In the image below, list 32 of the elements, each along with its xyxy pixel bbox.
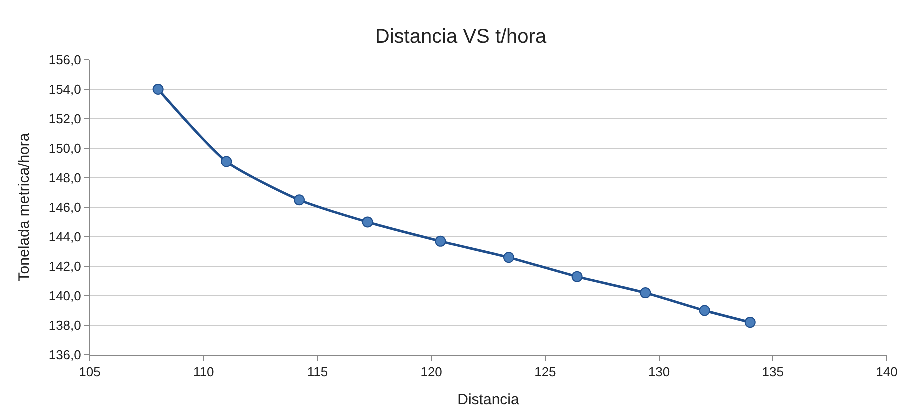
x-tick-label: 115 xyxy=(307,364,328,380)
point xyxy=(640,288,652,299)
y-tick-label: 144,0 xyxy=(48,230,82,245)
point xyxy=(435,236,446,247)
y-tick-label: 136,0 xyxy=(48,348,82,363)
point xyxy=(221,156,232,168)
y-tick-label: 140,0 xyxy=(48,288,82,304)
point xyxy=(503,252,514,264)
y-tick-label: 154,0 xyxy=(48,82,82,98)
x-tick-label: 105 xyxy=(79,364,101,380)
x-tick-label: 110 xyxy=(193,364,214,380)
point xyxy=(152,84,164,95)
y-tick-label: 150,0 xyxy=(48,141,82,156)
point xyxy=(572,271,583,282)
y-tick-label: 142,0 xyxy=(48,259,82,274)
x-tick-label: 140 xyxy=(876,364,898,380)
x-tick-label: 125 xyxy=(534,364,556,380)
y-tick-label: 146,0 xyxy=(48,200,82,216)
y-tick-label: 138,0 xyxy=(48,318,82,334)
x-axis-title: Distancia xyxy=(458,392,520,409)
y-axis-title: Tonelada metrica/hora xyxy=(16,132,34,282)
point xyxy=(699,305,710,316)
y-tick-label: 152,0 xyxy=(48,112,82,127)
x-tick-label: 130 xyxy=(648,364,670,380)
point xyxy=(294,194,305,206)
chart-title: Distancia VS t/hora xyxy=(375,26,548,48)
y-tick-label: 148,0 xyxy=(48,170,82,186)
y-tick-label: 156,0 xyxy=(48,52,82,68)
x-tick-label: 135 xyxy=(762,364,784,380)
point xyxy=(744,317,756,328)
point xyxy=(362,216,374,228)
x-tick-label: 120 xyxy=(420,364,442,380)
